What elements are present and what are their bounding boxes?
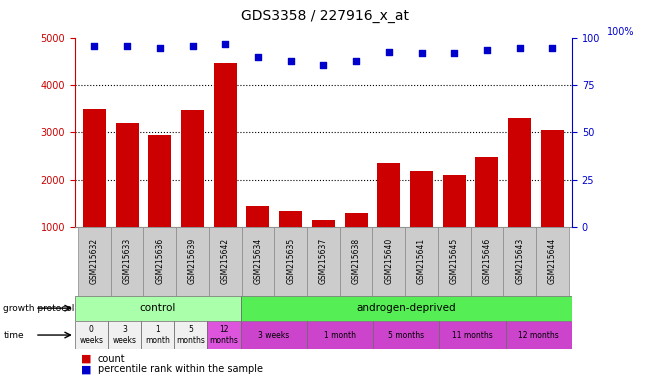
Bar (541, 130, 564, 273)
Point (285, 58, 296, 64)
Text: GDS3358 / 227916_x_at: GDS3358 / 227916_x_at (241, 9, 409, 23)
Bar (240, 296, 572, 321)
Bar (148, 135, 171, 273)
Point (318, 62, 328, 68)
Text: 0
weeks: 0 weeks (79, 325, 103, 345)
Text: control: control (140, 303, 176, 313)
Text: GSM215633: GSM215633 (123, 238, 131, 284)
Bar (144, 227, 176, 296)
Bar (141, 321, 174, 349)
Bar (506, 321, 572, 349)
Bar (240, 321, 307, 349)
Bar (443, 175, 465, 273)
Bar (340, 227, 372, 296)
Bar (378, 163, 400, 273)
Text: GSM215643: GSM215643 (515, 238, 524, 284)
Text: GSM215641: GSM215641 (417, 238, 426, 284)
Bar (471, 227, 503, 296)
Bar (242, 227, 274, 296)
Bar (476, 157, 499, 273)
Text: growth protocol: growth protocol (3, 304, 75, 313)
Bar (207, 321, 240, 349)
Point (416, 50, 426, 56)
Bar (312, 220, 335, 273)
Bar (438, 227, 471, 296)
Text: 5 months: 5 months (388, 331, 424, 339)
Point (122, 43, 133, 49)
Text: 3
weeks: 3 weeks (112, 325, 136, 345)
Point (514, 45, 525, 51)
Text: 12 months: 12 months (519, 331, 559, 339)
Bar (503, 227, 536, 296)
Point (253, 54, 263, 60)
Point (384, 48, 394, 55)
Bar (181, 110, 204, 273)
Text: percentile rank within the sample: percentile rank within the sample (98, 364, 263, 374)
Text: GSM215640: GSM215640 (384, 238, 393, 284)
Point (482, 46, 492, 53)
Bar (405, 227, 438, 296)
Point (351, 58, 361, 64)
Bar (410, 171, 433, 273)
Bar (274, 227, 307, 296)
Text: 100%: 100% (607, 26, 634, 36)
Bar (75, 296, 240, 321)
Text: 1
month: 1 month (145, 325, 170, 345)
Bar (307, 227, 340, 296)
Text: GSM215635: GSM215635 (286, 238, 295, 284)
Bar (176, 227, 209, 296)
Text: GSM215645: GSM215645 (450, 238, 459, 284)
Bar (508, 118, 531, 273)
Text: 5
months: 5 months (176, 325, 205, 345)
Bar (280, 211, 302, 273)
Bar (246, 206, 269, 273)
Bar (373, 321, 439, 349)
Text: time: time (3, 331, 24, 339)
Text: GSM215636: GSM215636 (155, 238, 164, 284)
Bar (116, 123, 138, 273)
Bar (111, 227, 144, 296)
Bar (372, 227, 405, 296)
Bar (108, 321, 141, 349)
Point (187, 43, 198, 49)
Point (547, 45, 558, 51)
Bar (78, 227, 111, 296)
Point (155, 45, 165, 51)
Bar (536, 227, 569, 296)
Text: GSM215638: GSM215638 (352, 238, 361, 284)
Bar (307, 321, 373, 349)
Text: GSM215646: GSM215646 (482, 238, 491, 284)
Bar (174, 321, 207, 349)
Text: 12
months: 12 months (209, 325, 239, 345)
Point (449, 50, 460, 56)
Text: androgen-deprived: androgen-deprived (356, 303, 456, 313)
Text: 1 month: 1 month (324, 331, 356, 339)
Text: GSM215632: GSM215632 (90, 238, 99, 284)
Bar (344, 214, 367, 273)
Text: 11 months: 11 months (452, 331, 493, 339)
Text: GSM215639: GSM215639 (188, 238, 197, 284)
Bar (439, 321, 506, 349)
Text: GSM215642: GSM215642 (221, 238, 229, 284)
Text: ■: ■ (81, 354, 96, 364)
Text: GSM215634: GSM215634 (254, 238, 263, 284)
Bar (75, 321, 108, 349)
Text: count: count (98, 354, 125, 364)
Text: GSM215637: GSM215637 (319, 238, 328, 284)
Point (89, 43, 99, 49)
Bar (214, 63, 237, 273)
Text: 3 weeks: 3 weeks (258, 331, 289, 339)
Text: GSM215644: GSM215644 (548, 238, 557, 284)
Point (220, 41, 231, 47)
Bar (83, 109, 106, 273)
Bar (209, 227, 242, 296)
Text: ■: ■ (81, 364, 96, 374)
